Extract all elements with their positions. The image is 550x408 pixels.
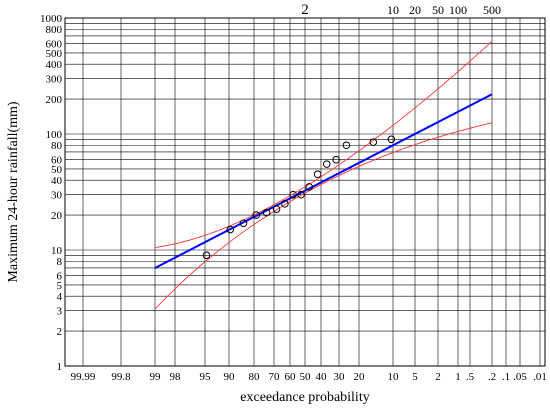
x-tick-label: 10 bbox=[388, 371, 400, 383]
y-tick-label: 500 bbox=[46, 48, 63, 60]
y-tick-label: 40 bbox=[51, 175, 63, 187]
fitted-line-group bbox=[154, 93, 493, 269]
x-tick-label: 98 bbox=[170, 371, 182, 383]
y-tick-label: 10 bbox=[51, 245, 63, 257]
y-tick-label: 60 bbox=[51, 155, 63, 167]
x-tick-label: 95 bbox=[200, 371, 212, 383]
x-tick-labels: 99.99 99.8 99 98 95 90 80 70 60 50 40 30 20 10 5 2 1 .5 .2… bbox=[71, 371, 547, 383]
x-tick-label: .2 bbox=[488, 371, 496, 383]
x-axis-label: exceedance probability bbox=[240, 390, 369, 405]
lower-bound-curve bbox=[154, 122, 493, 310]
top-tick-label: 100 bbox=[449, 3, 467, 17]
observation-point bbox=[281, 200, 289, 208]
top-tick-label: 2 bbox=[301, 2, 309, 18]
x-tick-label: .5 bbox=[466, 371, 475, 383]
x-tick-label: 70 bbox=[269, 371, 281, 383]
y-tick-label: 30 bbox=[51, 190, 63, 202]
x-tick-label: .05 bbox=[513, 371, 527, 383]
observation-point bbox=[272, 205, 281, 213]
plot-frame bbox=[64, 17, 546, 367]
observation-point bbox=[342, 141, 351, 150]
observation-point bbox=[262, 208, 271, 217]
observation-point bbox=[305, 183, 313, 191]
y-tick-label: 5 bbox=[57, 280, 63, 292]
y-tick-label: 8 bbox=[57, 256, 63, 268]
observation-point bbox=[226, 225, 235, 234]
observation-point bbox=[297, 190, 305, 199]
top-tick-label: 20 bbox=[409, 3, 421, 17]
y-axis-label: Maximum 24-hour rainfall(mm) bbox=[6, 101, 21, 283]
y-tick-label: 6 bbox=[57, 271, 63, 283]
observation-point bbox=[332, 155, 340, 164]
y-tick-label: 80 bbox=[51, 140, 63, 152]
confidence-bounds bbox=[154, 40, 493, 310]
observation-points bbox=[202, 135, 396, 260]
x-tick-label: 40 bbox=[316, 371, 328, 383]
top-tick-label: 50 bbox=[432, 3, 444, 17]
y-tick-label: 1 bbox=[57, 361, 63, 373]
top-tick-labels: 2 10 20 50 100 500 bbox=[301, 2, 501, 18]
y-tick-label: 4 bbox=[57, 291, 63, 303]
x-tick-label: 80 bbox=[249, 371, 261, 383]
y-tick-label: 20 bbox=[51, 210, 63, 222]
x-tick-label: 99 bbox=[150, 371, 162, 383]
x-tick-label: 50 bbox=[300, 371, 312, 383]
x-tick-label: 99.99 bbox=[71, 371, 96, 383]
y-tick-label: 2 bbox=[57, 326, 63, 338]
y-tick-label: 50 bbox=[51, 164, 63, 176]
x-tick-label: 60 bbox=[285, 371, 297, 383]
x-tick-label: 2 bbox=[435, 371, 441, 383]
y-tick-label: 1000 bbox=[40, 13, 63, 25]
x-tick-label: .01 bbox=[533, 371, 547, 383]
observation-point bbox=[369, 138, 378, 146]
y-tick-label: 800 bbox=[46, 24, 63, 36]
top-tick-label: 10 bbox=[387, 3, 399, 17]
y-tick-label: 200 bbox=[46, 94, 63, 106]
observation-point bbox=[322, 160, 331, 168]
observation-point bbox=[239, 219, 248, 228]
grid-lines bbox=[65, 17, 545, 367]
x-tick-label: 99.8 bbox=[111, 371, 131, 383]
observation-point bbox=[202, 251, 211, 260]
y-tick-label: 400 bbox=[46, 59, 63, 71]
x-tick-label: 5 bbox=[412, 371, 418, 383]
y-tick-label: 100 bbox=[46, 129, 63, 141]
x-tick-label: 1 bbox=[455, 371, 461, 383]
y-tick-label: 3 bbox=[57, 306, 63, 318]
x-tick-label: 30 bbox=[334, 371, 346, 383]
y-tick-label: 600 bbox=[46, 39, 63, 51]
observation-point bbox=[313, 170, 322, 179]
observation-point bbox=[252, 211, 261, 219]
observation-point bbox=[289, 190, 297, 199]
upper-bound-curve bbox=[154, 40, 493, 248]
y-tick-label: 300 bbox=[46, 74, 63, 86]
x-tick-label: .1 bbox=[502, 371, 510, 383]
x-tick-label: 20 bbox=[354, 371, 366, 383]
fitted-line bbox=[154, 93, 493, 269]
top-tick-label: 500 bbox=[483, 3, 501, 17]
observation-point bbox=[387, 135, 396, 144]
x-tick-label: 90 bbox=[224, 371, 236, 383]
